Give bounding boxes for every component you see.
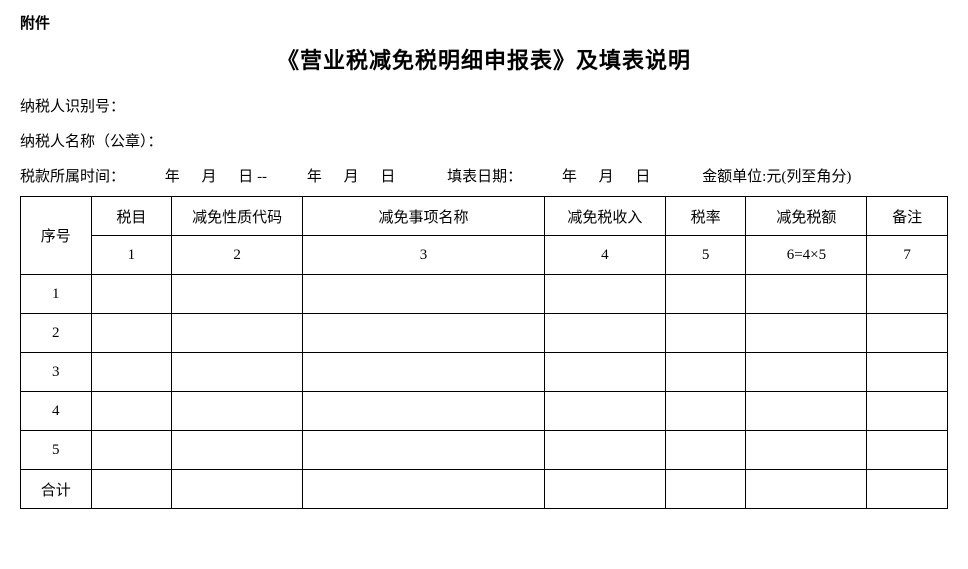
cell [867, 353, 948, 392]
cell [303, 275, 545, 314]
cell [665, 353, 746, 392]
attachment-label: 附件 [20, 12, 948, 33]
cell [746, 275, 867, 314]
cell [665, 431, 746, 470]
unit-label: 金额单位:元(列至角分) [702, 169, 851, 185]
cell [544, 275, 665, 314]
row-seq: 2 [21, 314, 92, 353]
colnum-7: 7 [867, 236, 948, 275]
table-row: 1 [21, 275, 948, 314]
fill-date-label: 填表日期： [447, 169, 522, 185]
col-reduction-income: 减免税收入 [544, 197, 665, 236]
cell [665, 314, 746, 353]
cell [91, 275, 172, 314]
row-seq: 1 [21, 275, 92, 314]
row-seq: 4 [21, 392, 92, 431]
cell [665, 470, 746, 509]
cell [544, 431, 665, 470]
fill-day: 日 [635, 169, 650, 185]
cell [867, 275, 948, 314]
table-row: 3 [21, 353, 948, 392]
cell [746, 431, 867, 470]
colnum-6: 6=4×5 [746, 236, 867, 275]
header-row-2: 1 2 3 4 5 6=4×5 7 [21, 236, 948, 275]
col-reduction-code: 减免性质代码 [172, 197, 303, 236]
cell [867, 392, 948, 431]
table-row: 2 [21, 314, 948, 353]
cell [746, 314, 867, 353]
cell [172, 275, 303, 314]
colnum-4: 4 [544, 236, 665, 275]
cell [867, 314, 948, 353]
cell [303, 470, 545, 509]
page-title: 《营业税减免税明细申报表》及填表说明 [20, 43, 948, 75]
period-to-day: 日 [380, 169, 395, 185]
cell [867, 431, 948, 470]
col-tax-rate: 税率 [665, 197, 746, 236]
colnum-5: 5 [665, 236, 746, 275]
cell [303, 314, 545, 353]
period-from-day: 日 [238, 169, 253, 185]
cell [867, 470, 948, 509]
period-label: 税款所属时间： [20, 169, 125, 185]
col-tax-item: 税目 [91, 197, 172, 236]
colnum-3: 3 [303, 236, 545, 275]
cell [544, 470, 665, 509]
col-reduction-name: 减免事项名称 [303, 197, 545, 236]
cell [172, 431, 303, 470]
period-from-month: 月 [202, 169, 217, 185]
date-line: 税款所属时间： 年 月 日 -- 年 月 日 填表日期： 年 月 日 金额单位:… [20, 165, 948, 186]
cell [544, 353, 665, 392]
col-reduction-amount: 减免税额 [746, 197, 867, 236]
table-row: 4 [21, 392, 948, 431]
cell [172, 392, 303, 431]
taxpayer-name-line: 纳税人名称（公章）： [20, 130, 948, 151]
taxpayer-id-line: 纳税人识别号： [20, 95, 948, 116]
table-row-total: 合计 [21, 470, 948, 509]
cell [91, 470, 172, 509]
cell [665, 275, 746, 314]
row-seq: 5 [21, 431, 92, 470]
cell [303, 431, 545, 470]
table-row: 5 [21, 431, 948, 470]
period-to-month: 月 [344, 169, 359, 185]
cell [746, 353, 867, 392]
row-total-label: 合计 [21, 470, 92, 509]
cell [91, 353, 172, 392]
cell [544, 314, 665, 353]
cell [172, 470, 303, 509]
fill-month: 月 [599, 169, 614, 185]
header-row-1: 序号 税目 减免性质代码 减免事项名称 减免税收入 税率 减免税额 备注 [21, 197, 948, 236]
cell [544, 392, 665, 431]
cell [665, 392, 746, 431]
cell [91, 314, 172, 353]
row-seq: 3 [21, 353, 92, 392]
colnum-1: 1 [91, 236, 172, 275]
cell [746, 392, 867, 431]
fill-year: 年 [562, 169, 577, 185]
period-to-year: 年 [307, 169, 322, 185]
period-from-year: 年 [165, 169, 180, 185]
cell [303, 392, 545, 431]
period-dash: -- [257, 169, 267, 185]
colnum-2: 2 [172, 236, 303, 275]
col-seq: 序号 [21, 197, 92, 275]
cell [91, 392, 172, 431]
cell [303, 353, 545, 392]
cell [172, 353, 303, 392]
main-table: 序号 税目 减免性质代码 减免事项名称 减免税收入 税率 减免税额 备注 1 2… [20, 196, 948, 509]
col-remark: 备注 [867, 197, 948, 236]
cell [91, 431, 172, 470]
cell [172, 314, 303, 353]
cell [746, 470, 867, 509]
